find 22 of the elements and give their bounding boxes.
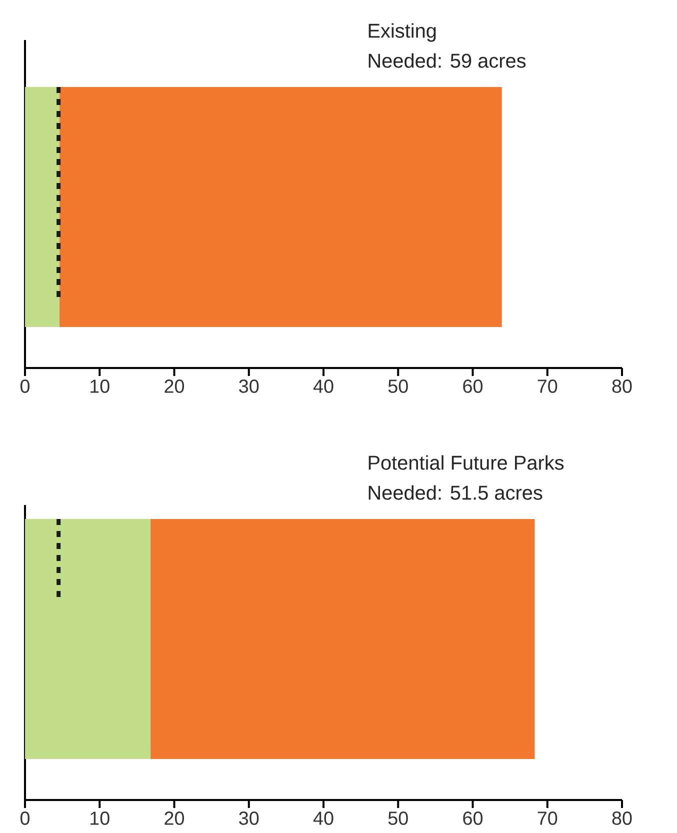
x-tick-label: 70 [538,812,558,825]
x-tick-label: 70 [538,380,558,393]
x-tick-label: 10 [90,812,110,825]
x-tick-label: 60 [463,380,483,393]
x-tick-label: 20 [164,380,184,393]
x-tick-label: 10 [90,380,110,393]
x-tick-label: 0 [20,380,30,393]
x-tick-label: 80 [612,812,632,825]
x-tick-label: 40 [313,380,334,393]
x-tick-label: 60 [463,812,483,825]
x-tick-label: 30 [239,812,259,825]
x-tick-label: 30 [239,380,259,393]
text: Needed: 51.5 acres [368,485,542,500]
x-tick-label: 50 [388,812,408,825]
x-tick-label: 0 [20,812,30,825]
x-tick-label: 80 [612,380,632,393]
text: Potential Future Parks [368,455,564,470]
text: Needed: 59 acres [368,53,526,68]
x-tick-label: 50 [388,380,408,393]
text: Existing [368,23,436,42]
x-tick-label: 20 [164,812,184,825]
x-tick-label: 40 [313,812,334,825]
